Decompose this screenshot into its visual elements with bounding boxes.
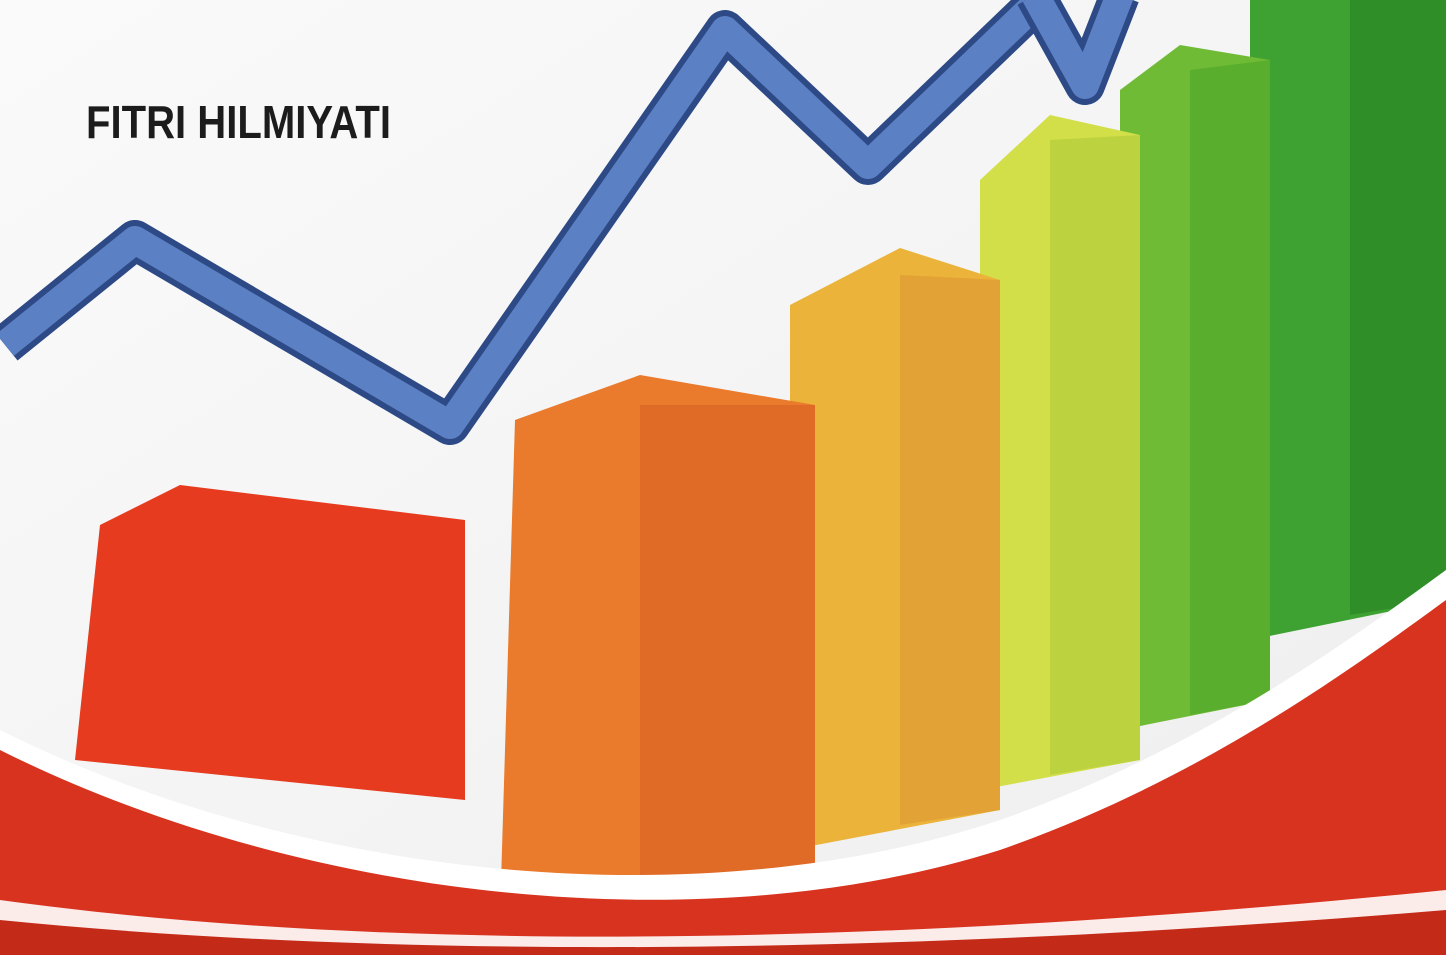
- bar-side: [1050, 135, 1140, 775]
- bar-side: [1190, 60, 1270, 715]
- bar-side: [900, 275, 1000, 825]
- bar-side: [640, 405, 815, 895]
- bar: [75, 485, 465, 800]
- author-name: FITRI HILMIYATI: [86, 96, 391, 148]
- cover: FITRI HILMIYATI: [0, 0, 1446, 955]
- page: FITRI HILMIYATI (() => { const data = JS…: [0, 0, 1446, 955]
- bar-side: [1350, 0, 1446, 615]
